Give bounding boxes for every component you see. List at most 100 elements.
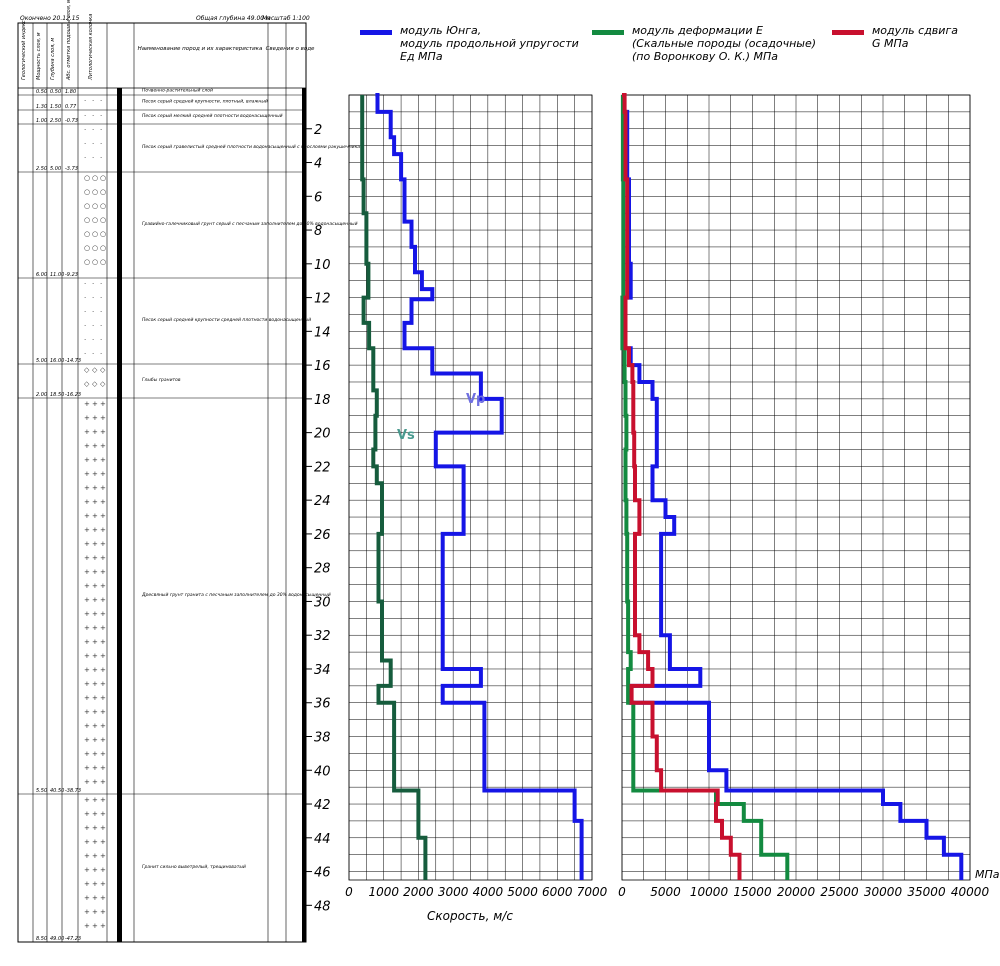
lithology-symbol: + [84,540,90,548]
log-layer-description: Песок серый средней крупности, плотный, … [142,99,268,105]
velocity-x-tick-label: 5000 [507,885,538,899]
log-layer-value: 8.50 [36,936,47,942]
annotation-vp: Vp [466,392,485,407]
lithology-symbol: + [100,922,106,930]
depth-tick-label: 32 [314,629,331,644]
log-layer-description: Песок серый гравелистый средней плотност… [142,144,360,150]
lithology-symbol: ○ [100,216,106,224]
lithology-symbol: + [84,824,90,832]
lithology-symbol: + [92,852,98,860]
lithology-symbol: · [100,294,102,302]
depth-tick-label: 48 [314,899,331,914]
lithology-symbol: + [84,610,90,618]
lithology-symbol: ○ [84,188,90,196]
lithology-symbol: ○ [100,258,106,266]
lithology-symbol: ○ [100,188,106,196]
velocity-x-tick-label: 6000 [542,885,573,899]
lithology-symbol: + [92,796,98,804]
lithology-symbol: + [84,442,90,450]
lithology-symbol: · [92,154,94,162]
moduli-x-tick-label: 5000 [650,885,681,899]
lithology-symbol: + [92,838,98,846]
lithology-symbol: + [84,414,90,422]
lithology-symbol: + [84,736,90,744]
lithology-symbol: + [84,638,90,646]
log-layer-value: 2.50 [36,166,47,172]
lithology-symbol: + [92,694,98,702]
lithology-symbol: + [100,554,106,562]
lithology-symbol: + [84,908,90,916]
lithology-symbol: + [92,442,98,450]
lithology-symbol: · [84,97,86,105]
lithology-symbol: + [92,554,98,562]
lithology-symbol: + [100,680,106,688]
annotation-vs: Vs [397,428,415,443]
lithology-symbol: + [84,624,90,632]
log-layer-description: Глыбы гранитов [142,377,181,383]
lithology-symbol: ○ [100,230,106,238]
velocity-frame [348,94,593,881]
log-layer-value: -14.73 [65,358,81,364]
lithology-symbol: + [84,680,90,688]
lithology-symbol: · [84,280,86,288]
lithology-symbol: + [84,764,90,772]
lithology-symbol: + [92,596,98,604]
lithology-symbol: + [100,582,106,590]
log-layer-description: Песок серый мелкий средней плотности вод… [142,113,283,119]
legend-item-shear: модуль сдвига G МПа [832,24,972,54]
lithology-symbol: + [92,736,98,744]
depth-tick-label: 46 [314,866,331,881]
log-layer-value: 18.50 [50,392,64,398]
lithology-symbol: ○ [100,244,106,252]
velocity-x-tick-label: 0 [345,885,353,899]
lithology-symbol: ○ [92,230,98,238]
log-layer-value: 0.77 [65,104,77,110]
moduli-x-tick-label: 0 [618,885,626,899]
depth-tick-label: 30 [314,595,331,610]
lithology-symbol: · [84,294,86,302]
lithology-symbol: ○ [100,202,106,210]
lithology-symbol: + [84,456,90,464]
lithology-symbol: + [92,708,98,716]
log-layer-value: -9.23 [65,272,78,278]
lithology-symbol: ◇ [84,366,90,374]
log-column-header: Абс. отметка подошвы слоя, м [66,0,72,81]
lithology-symbol: + [84,596,90,604]
moduli-x-tick-label: 40000 [951,885,990,899]
lithology-symbol: · [84,112,86,120]
lithology-symbol: · [92,322,94,330]
lithology-symbol: + [100,428,106,436]
moduli-x-tick-label: 30000 [864,885,903,899]
legend-item-deformation: модуль деформации E (Скальные породы (ос… [592,24,816,64]
lithology-symbol: + [84,894,90,902]
depth-tick-label: 36 [314,697,331,712]
lithology-symbol: + [92,484,98,492]
lithology-symbol: + [92,880,98,888]
lithology-symbol: + [92,824,98,832]
lithology-symbol: ◇ [92,366,98,374]
velocity-series-line-0 [375,93,584,880]
log-layer-description: Песок серый средней крупности средней пл… [142,317,311,323]
depth-tick-label: 16 [314,359,331,374]
log-right-bar [302,88,306,942]
lithology-symbol: + [92,400,98,408]
lithology-symbol: ○ [84,244,90,252]
lithology-symbol: + [100,512,106,520]
moduli-series-line-2 [622,93,742,880]
velocity-x-ticks: 0 1000 2000 3000 4000 5000 6000 7000 [345,885,607,899]
moduli-x-tick-label: 20000 [777,885,816,899]
lithology-symbol: + [92,582,98,590]
lithology-symbol: + [92,568,98,576]
lithology-symbol: · [100,336,102,344]
lithology-symbol: · [92,112,94,120]
lithology-symbol: + [92,428,98,436]
velocity-series [360,93,584,880]
lithology-symbol: ○ [84,230,90,238]
log-layer-value: 2.50 [50,118,61,124]
lithology-symbol: ○ [100,174,106,182]
log-layer-description: Гранит сильно выветрелый, трещиноватый [142,864,246,870]
lithology-symbol: + [84,428,90,436]
log-column-header: Мощность слоя, м [36,32,42,80]
depth-tick-label: 38 [314,731,331,746]
depth-tick-label: 18 [314,393,331,408]
